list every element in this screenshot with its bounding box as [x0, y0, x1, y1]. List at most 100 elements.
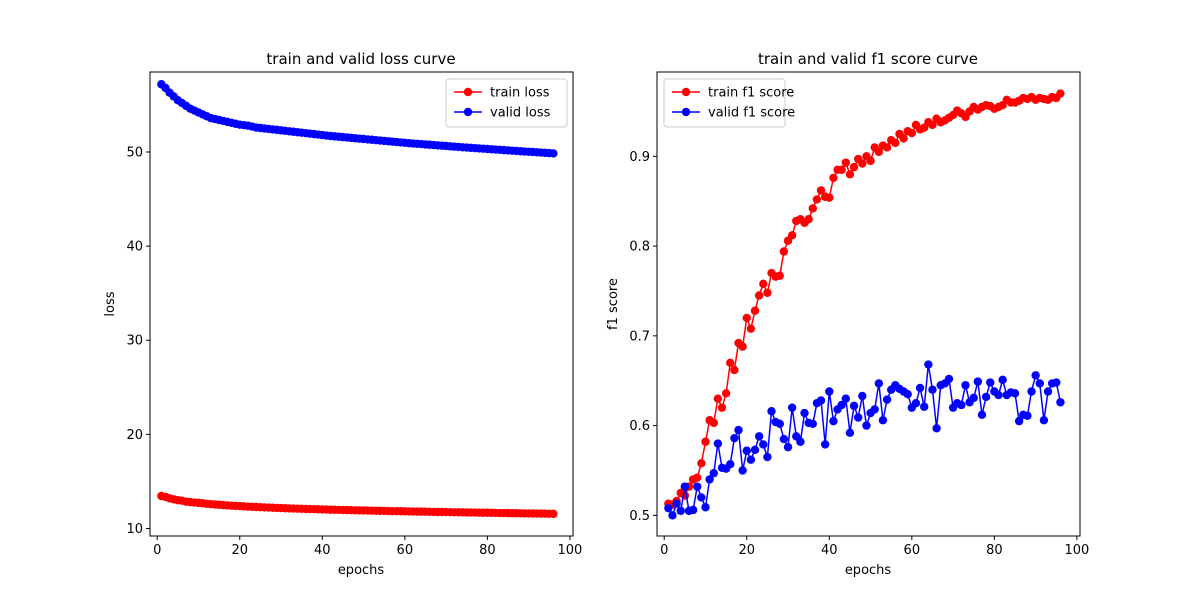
- f1-chart-valid-f1-score-point: [853, 413, 863, 422]
- loss-chart-x-axis-label: epochs: [338, 563, 385, 578]
- f1-chart-train-f1-score-point: [891, 138, 900, 148]
- f1-chart-train-f1-score-point: [899, 134, 908, 143]
- f1-chart-valid-f1-score-point: [734, 425, 743, 435]
- f1-chart-train-f1-score-point: [829, 173, 838, 183]
- f1-chart-train-f1-score-point: [837, 165, 846, 175]
- f1-chart-valid-f1-score-point: [767, 407, 776, 416]
- f1-chart-valid-f1-score-point: [903, 390, 912, 399]
- loss-chart-valid-loss-point: [549, 149, 558, 158]
- f1-chart-train-f1-score-point: [754, 291, 764, 300]
- loss-chart-legend-train-loss-marker: [463, 87, 473, 97]
- loss-chart-title: train and valid loss curve: [266, 50, 455, 68]
- f1-chart-train-f1-score-point: [709, 418, 718, 428]
- loss-chart-train-loss-point: [549, 509, 558, 519]
- f1-chart-train-f1-score-point: [907, 128, 917, 138]
- f1-chart-valid-f1-score-point: [911, 398, 921, 408]
- f1-chart-valid-f1-score-point: [796, 437, 805, 446]
- f1-chart-valid-f1-score-point: [701, 503, 710, 512]
- f1-chart-valid-f1-score-point: [1052, 378, 1061, 387]
- f1-chart-y-axis-label: f1 score: [606, 278, 621, 330]
- f1-chart-valid-f1-score-point: [845, 428, 855, 437]
- f1-chart: train and valid f1 score curve epochs f1…: [606, 50, 1089, 578]
- f1-chart-train-f1-score-point: [701, 437, 710, 446]
- f1-chart-valid-f1-score-point: [829, 416, 838, 426]
- f1-chart-valid-f1-score-point: [668, 511, 677, 520]
- f1-chart-valid-f1-score-point: [787, 403, 797, 412]
- f1-chart-valid-f1-score-point: [1023, 411, 1032, 420]
- f1-chart-train-f1-score-point: [680, 491, 690, 500]
- f1-chart-train-f1-score-point: [882, 143, 892, 152]
- f1-chart-x-tick-label: 0: [660, 543, 668, 558]
- f1-chart-train-f1-score-point: [742, 313, 751, 323]
- f1-chart-valid-f1-score-point: [742, 446, 751, 455]
- f1-chart-x-tick-label: 80: [986, 543, 1003, 558]
- loss-chart-y-tick-label: 40: [126, 240, 143, 255]
- loss-chart-x-tick-label: 60: [397, 543, 414, 558]
- f1-chart-valid-f1-score-point: [981, 392, 991, 402]
- f1-chart-valid-f1-score-point: [816, 396, 826, 405]
- f1-chart-valid-f1-score-point: [750, 445, 760, 455]
- f1-chart-x-tick-label: 60: [904, 543, 921, 558]
- loss-chart-x-tick-label: 20: [231, 543, 248, 558]
- f1-chart-valid-f1-score-point: [915, 383, 925, 393]
- f1-chart-valid-f1-score-point: [928, 385, 937, 394]
- f1-chart-train-f1-score-point: [721, 389, 731, 398]
- loss-chart-y-tick-label: 50: [126, 146, 143, 161]
- f1-chart-valid-f1-score-point: [825, 387, 834, 396]
- f1-chart-valid-f1-score-point: [1039, 416, 1049, 425]
- f1-chart-valid-f1-score-point: [837, 400, 846, 410]
- f1-chart-train-f1-score-point: [759, 279, 768, 289]
- f1-chart-title: train and valid f1 score curve: [758, 50, 978, 68]
- loss-chart-y-axis-label: loss: [103, 291, 118, 316]
- f1-chart-train-f1-score-point: [804, 214, 813, 224]
- f1-chart-train-f1-score-point: [808, 204, 817, 213]
- f1-chart-valid-f1-score-point: [957, 400, 966, 410]
- f1-chart-valid-f1-score-point: [754, 432, 764, 441]
- f1-chart-valid-f1-score-point: [1010, 389, 1020, 398]
- f1-chart-valid-f1-score-point: [932, 424, 941, 433]
- f1-chart-train-f1-score-point: [787, 231, 797, 240]
- f1-chart-valid-f1-score-point: [738, 466, 747, 475]
- loss-chart-plot-area: 0 20 40 60 80 100 10 20 30 40 50 train loss valid lo…: [126, 71, 582, 558]
- f1-chart-valid-f1-score-point: [1035, 379, 1044, 388]
- f1-chart-valid-f1-score-point: [841, 394, 850, 403]
- f1-chart-train-f1-score-point: [816, 186, 826, 195]
- loss-chart-legend-box: [445, 78, 568, 128]
- f1-chart-x-axis-label: epochs: [845, 563, 892, 578]
- loss-chart-x-tick-label: 80: [479, 543, 496, 558]
- f1-chart-legend-train-f1-score-marker: [681, 87, 691, 97]
- f1-chart-valid-f1-score-point: [693, 482, 702, 491]
- loss-chart-legend-valid-loss-marker: [463, 107, 473, 117]
- f1-chart-legend-train-f1-score-label: train f1 score: [708, 86, 794, 101]
- f1-chart-legend-box: [663, 78, 786, 128]
- f1-chart-valid-f1-score-point: [882, 395, 892, 404]
- f1-chart-valid-f1-score-point: [1056, 398, 1065, 407]
- f1-chart-train-f1-score-point: [693, 473, 702, 482]
- f1-chart-valid-f1-score-point: [1014, 416, 1024, 426]
- f1-chart-valid-f1-score-point: [998, 375, 1007, 385]
- f1-chart-valid-f1-score-point: [783, 442, 793, 452]
- f1-chart-valid-f1-score-point: [820, 440, 830, 449]
- f1-chart-valid-f1-score-point: [1027, 387, 1036, 396]
- f1-chart-valid-f1-score-point: [973, 377, 983, 386]
- f1-chart-valid-f1-score-point: [1031, 371, 1040, 380]
- f1-chart-y-tick-label: 0.8: [629, 240, 650, 255]
- f1-chart-train-f1-score-point: [730, 365, 739, 375]
- loss-chart: train and valid loss curve epochs loss 0…: [103, 50, 582, 578]
- f1-chart-valid-f1-score-point: [746, 455, 756, 464]
- f1-chart-valid-f1-score-point: [961, 381, 970, 390]
- f1-chart-valid-f1-score-point: [808, 419, 817, 429]
- f1-chart-valid-f1-score-point: [986, 378, 995, 387]
- loss-chart-legend-valid-loss-label: valid loss: [490, 106, 551, 121]
- f1-chart-train-f1-score-point: [713, 394, 723, 403]
- loss-chart-x-tick-label: 40: [314, 543, 331, 558]
- f1-chart-train-f1-score-point: [849, 162, 859, 172]
- loss-chart-y-tick-label: 10: [126, 522, 143, 537]
- f1-chart-y-tick-label: 0.6: [629, 419, 650, 434]
- f1-chart-x-tick-label: 40: [821, 543, 838, 558]
- f1-chart-train-f1-score-point: [845, 170, 855, 179]
- f1-chart-valid-f1-score-point: [697, 493, 706, 502]
- f1-chart-valid-f1-score-point: [977, 410, 987, 420]
- f1-chart-train-f1-score-point: [763, 288, 772, 297]
- f1-chart-train-f1-score-point: [812, 195, 822, 204]
